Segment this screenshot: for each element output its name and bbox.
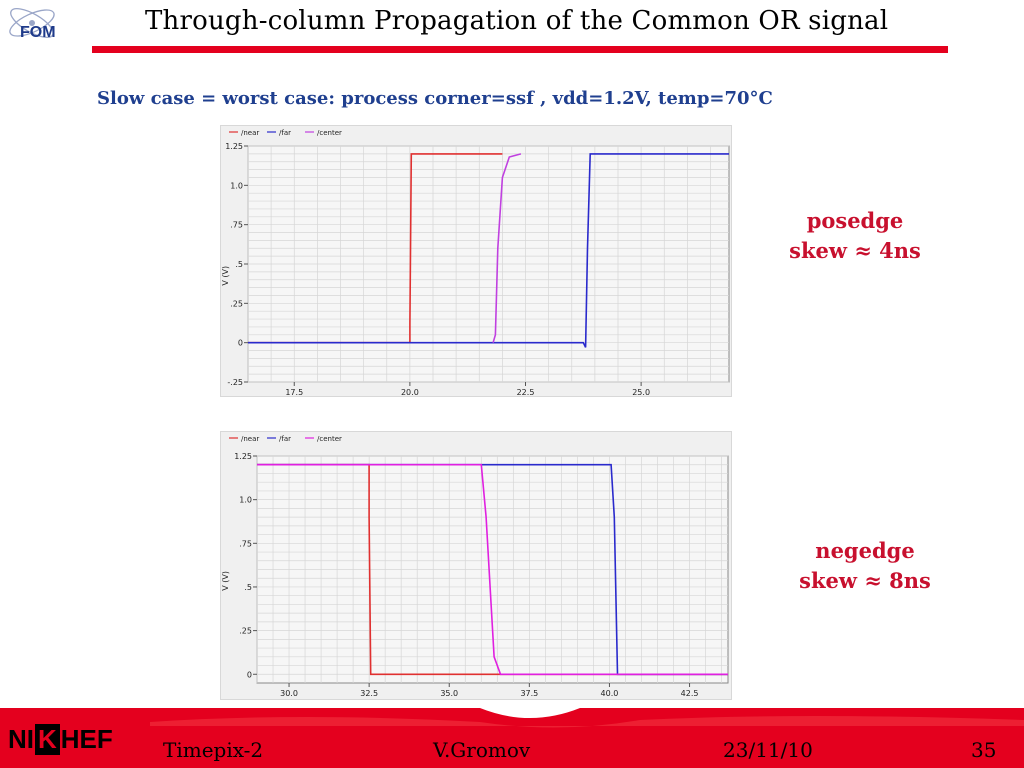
negedge-skew-label: skew ≈ 8ns <box>799 568 931 593</box>
series-line-center <box>492 153 522 343</box>
footer-project: Timepix-2 <box>163 738 264 762</box>
x-tick-label: 42.5 <box>681 689 699 698</box>
footer-date: 23/11/10 <box>723 738 813 762</box>
negedge-waveform-plot: 30.0 32.5 35.0 37.5 40.0 42.5 0 .25 .5 .75 1.0 1.25… <box>220 431 732 700</box>
y-tick-label: 1.0 <box>230 181 243 190</box>
y-tick-label: 0 <box>238 339 243 348</box>
nikhef-logo: NI K HEF <box>8 724 113 760</box>
y-axis-label: V (V) <box>221 266 230 286</box>
footer-page-number: 35 <box>971 738 997 762</box>
x-tick-label: 17.5 <box>285 388 303 396</box>
y-tick-label: 1.25 <box>234 452 252 461</box>
negedge-annotation: negedge skew ≈ 8ns <box>780 536 950 596</box>
footer-author: V.Gromov <box>433 738 531 762</box>
x-tick-label: 20.0 <box>401 388 419 396</box>
y-tick-label: .5 <box>244 583 252 592</box>
posedge-label: posedge <box>806 208 904 233</box>
x-tick-label: 35.0 <box>440 689 458 698</box>
slide-title: Through-column Propagation of the Common… <box>145 6 889 36</box>
y-tick-label: .75 <box>239 539 252 548</box>
x-tick-label: 37.5 <box>520 689 538 698</box>
title-underline <box>92 46 948 53</box>
posedge-waveform-plot: 17.520.022.525.0-.250.25.5.751.01.25time… <box>220 125 732 397</box>
fom-logo: FOM <box>9 8 56 41</box>
legend-label: /near <box>241 129 259 137</box>
posedge-annotation: posedge skew ≈ 4ns <box>770 206 940 266</box>
y-tick-label: .25 <box>230 299 243 308</box>
negedge-label: negedge <box>815 538 915 563</box>
fom-logo-text: FOM <box>20 24 56 41</box>
y-tick-label: .5 <box>235 260 243 269</box>
y-tick-label: -.25 <box>227 378 243 387</box>
legend-label: /far <box>279 129 291 137</box>
legend-label: /far <box>279 435 291 443</box>
y-axis-label: V (V) <box>221 571 230 591</box>
footer-bar <box>0 708 1024 768</box>
slide-subtitle: Slow case = worst case: process corner=s… <box>97 88 773 109</box>
posedge-skew-label: skew ≈ 4ns <box>789 238 921 263</box>
x-tick-label: 40.0 <box>601 689 619 698</box>
y-tick-label: 1.0 <box>239 496 252 505</box>
legend-label: /center <box>317 435 342 443</box>
x-tick-label: 32.5 <box>360 689 378 698</box>
x-tick-label: 25.0 <box>632 388 650 396</box>
y-tick-label: 1.25 <box>225 142 243 151</box>
series-line-far <box>248 153 729 348</box>
series-line-center <box>257 463 728 676</box>
nikhef-logo-mid: K <box>35 724 60 755</box>
posedge-chart-svg: 17.520.022.525.0-.250.25.5.751.01.25time… <box>221 129 730 396</box>
y-tick-label: .25 <box>239 627 252 636</box>
legend-label: /near <box>241 435 259 443</box>
legend-label: /center <box>317 129 342 137</box>
nikhef-logo-left: NI <box>8 724 34 754</box>
x-axis-label: time (ns) <box>474 698 510 699</box>
nikhef-logo-right: HEF <box>60 724 113 754</box>
y-tick-label: .75 <box>230 221 243 230</box>
x-tick-label: 30.0 <box>280 689 298 698</box>
negedge-chart-svg: 30.0 32.5 35.0 37.5 40.0 42.5 0 .25 .5 .75 1.0 1.25… <box>221 435 729 699</box>
x-tick-label: 22.5 <box>517 388 535 396</box>
y-tick-label: 0 <box>247 670 252 679</box>
